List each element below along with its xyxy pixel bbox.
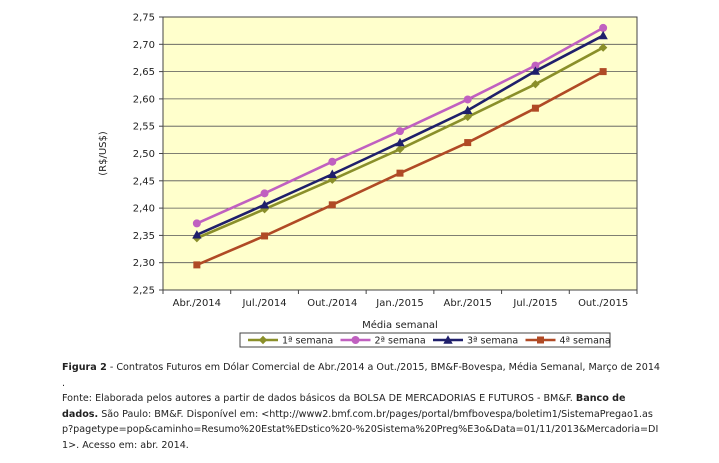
data-point: [259, 200, 270, 209]
legend-label: 2ª semana: [375, 336, 426, 347]
y-tick-label: 2,35: [133, 231, 155, 242]
data-point: [396, 127, 404, 136]
data-point: [599, 68, 607, 76]
y-axis-label: (R$/US$): [98, 131, 109, 176]
y-tick-label: 2,30: [133, 258, 155, 269]
x-tick-label: Abr./2015: [444, 298, 492, 309]
x-tick-label: Jan./2015: [375, 298, 423, 309]
data-point: [599, 23, 608, 32]
y-tick-label: 2,70: [133, 40, 155, 51]
legend-marker: [258, 335, 268, 345]
x-axis-label: Média semanal: [362, 319, 438, 331]
line-chart: 2,25 2,30 2,35 2,40 2,45 2,50 2,55 2,60 2,65 2,70…: [98, 13, 638, 348]
figure-title: Figura 2 - Contratos Futuros em Dólar Co…: [62, 360, 662, 391]
figure-caption: Figura 2 - Contratos Futuros em Dólar Co…: [62, 360, 662, 453]
legend-marker: [351, 336, 360, 344]
data-point: [531, 79, 540, 89]
y-tick-label: 2,60: [133, 94, 155, 105]
figure-label: Figura 2: [62, 362, 107, 373]
data-point: [531, 61, 540, 70]
data-point: [598, 30, 608, 40]
y-tick-label: 2,25: [133, 286, 155, 297]
data-point: [463, 105, 473, 115]
data-point: [328, 157, 337, 166]
data-point: [327, 169, 337, 178]
data-point: [531, 104, 539, 112]
source-part1: Elaborada pelos autores a partir de dado…: [92, 393, 576, 404]
legend-label: 1ª semana: [282, 336, 333, 347]
data-point: [192, 230, 202, 239]
y-tick-label: 2,65: [133, 67, 155, 78]
x-tick-label: Out./2014: [307, 298, 357, 309]
data-point: [598, 43, 608, 52]
y-tick-label: 2,55: [133, 122, 155, 133]
data-point: [395, 144, 405, 154]
source-label: Fonte:: [62, 393, 93, 404]
x-tick-label: Abr./2014: [173, 298, 221, 309]
source-part2: São Paulo: BM&F. Disponível em: <http://…: [62, 408, 659, 451]
source-bold: Banco de dados.: [62, 393, 626, 420]
legend-marker: [537, 336, 544, 344]
figure-source: Fonte: Elaborada pelos autores a partir …: [62, 391, 662, 453]
data-point: [261, 232, 269, 240]
figure-text: - Contratos Futuros em Dólar Comercial d…: [62, 362, 661, 389]
legend-box: [239, 332, 611, 348]
y-tick-label: 2,50: [133, 149, 155, 160]
x-tick-label: Jul./2015: [512, 298, 557, 309]
data-point: [328, 201, 336, 209]
x-tick-label: Out./2015: [578, 298, 628, 309]
data-point: [395, 137, 405, 147]
legend-marker: [443, 335, 453, 344]
data-point: [464, 139, 472, 147]
data-point: [463, 112, 472, 122]
y-tick-label: 2,40: [133, 204, 155, 215]
data-point: [192, 219, 201, 228]
y-tick-label: 2,75: [133, 13, 155, 24]
data-point: [530, 66, 541, 75]
x-tick-label: Jul./2014: [242, 298, 287, 309]
y-tick-label: 2,45: [133, 176, 155, 187]
data-point: [396, 169, 404, 177]
data-point: [260, 189, 269, 198]
data-point: [193, 261, 201, 269]
data-point: [463, 95, 472, 104]
legend-label: 4ª semana: [560, 336, 611, 347]
legend-label: 3ª semana: [467, 336, 518, 347]
